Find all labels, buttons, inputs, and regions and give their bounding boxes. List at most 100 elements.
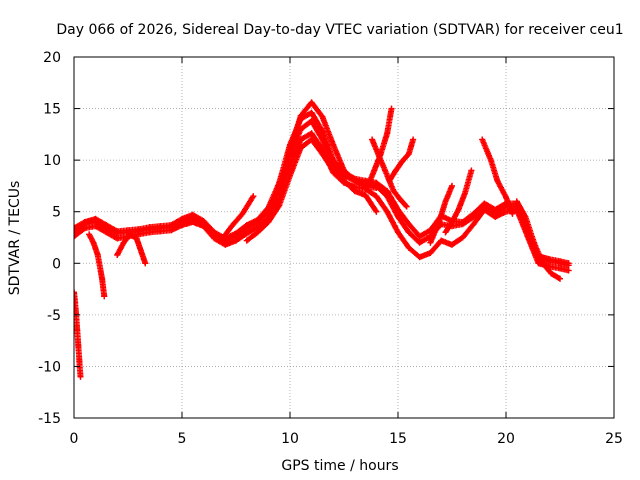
data-point: [531, 239, 538, 246]
y-tick-label: 5: [52, 205, 61, 221]
series-segment-7-9h: [217, 193, 257, 244]
data-point: [509, 210, 516, 217]
data-point: [157, 228, 164, 235]
marker-trail: [74, 117, 572, 269]
data-point: [233, 237, 239, 244]
data-point: [86, 231, 93, 238]
y-tick-label: 0: [52, 256, 61, 272]
x-tick-label: 10: [281, 431, 299, 447]
data-point: [211, 229, 218, 236]
series-segment-drop-0h: [74, 289, 84, 380]
data-point: [330, 141, 337, 148]
data-point: [522, 213, 529, 220]
grid-lines: [74, 57, 614, 418]
data-point: [455, 206, 462, 213]
x-tick-label: 5: [178, 431, 187, 447]
plot-border: [73, 56, 615, 419]
data-point: [189, 211, 196, 218]
data-point: [384, 188, 391, 195]
data-point: [397, 196, 404, 203]
data-point: [351, 188, 358, 195]
series-trace-4: [243, 136, 380, 244]
data-point: [405, 244, 412, 251]
data-point: [287, 146, 293, 153]
data-point: [168, 227, 175, 234]
data-point: [287, 172, 293, 179]
data-point: [459, 234, 466, 241]
data-point: [442, 198, 449, 205]
data-point: [239, 210, 246, 217]
data-point: [127, 231, 134, 238]
data-point: [449, 182, 455, 189]
data-point: [211, 235, 218, 242]
data-point: [494, 177, 501, 184]
x-axis-label: GPS time / hours: [281, 458, 398, 474]
data-point: [390, 188, 397, 195]
data-point: [99, 275, 106, 282]
series-segment-17h-peak: [427, 182, 455, 246]
data-point: [557, 275, 563, 282]
data-point: [308, 136, 315, 143]
data-point: [503, 208, 509, 215]
data-point: [373, 184, 380, 191]
x-tick-label: 15: [389, 431, 407, 447]
data-point: [330, 157, 337, 164]
series-segment-2-3h: [114, 231, 149, 267]
data-point: [492, 213, 499, 220]
data-point: [297, 136, 304, 143]
y-tick-label: -10: [38, 359, 61, 375]
data-point: [351, 177, 358, 184]
y-tick-label: 20: [43, 50, 61, 66]
data-point: [103, 222, 110, 229]
data-point: [75, 342, 82, 349]
data-point: [94, 252, 101, 259]
data-point: [146, 229, 153, 236]
data-point: [442, 229, 449, 236]
data-point: [276, 202, 283, 209]
data-point: [459, 219, 466, 226]
data-point: [114, 228, 121, 235]
data-point: [308, 130, 315, 137]
marker-trail: [74, 109, 572, 267]
data-point: [461, 190, 468, 197]
data-point: [81, 225, 88, 232]
series-trace-3: [74, 109, 572, 267]
data-point: [297, 112, 304, 119]
data-point: [120, 239, 127, 246]
data-point: [427, 239, 434, 246]
data-point: [405, 150, 412, 157]
data-point: [373, 208, 380, 215]
marker-trail: [243, 136, 380, 244]
data-point: [410, 136, 417, 143]
data-point: [513, 198, 520, 205]
y-tick-label: 15: [43, 102, 61, 118]
data-point: [403, 203, 410, 210]
data-point: [200, 217, 207, 224]
data-point: [243, 237, 250, 244]
data-point: [565, 260, 572, 267]
data-point: [416, 254, 423, 261]
data-point: [548, 270, 555, 277]
data-point: [436, 219, 443, 226]
data-point: [449, 219, 455, 226]
data-point: [395, 206, 401, 213]
data-point: [74, 289, 77, 296]
data-point: [114, 252, 121, 259]
data-point: [168, 222, 175, 229]
data-point: [233, 230, 239, 237]
data-point: [101, 293, 108, 300]
data-point: [470, 221, 477, 228]
data-point: [179, 215, 185, 222]
series-trace-1: [74, 117, 572, 269]
data-point: [74, 299, 79, 306]
series-segment-22h-tail: [513, 198, 563, 282]
marker-trail: [386, 136, 417, 184]
data-point: [77, 373, 84, 380]
series-segment-drop-1h: [86, 231, 108, 300]
data-point: [479, 136, 486, 143]
data-point: [254, 216, 261, 223]
data-point: [492, 206, 499, 213]
data-point: [319, 113, 326, 120]
data-point: [92, 215, 99, 222]
series-segment-15h-dip: [369, 136, 410, 210]
